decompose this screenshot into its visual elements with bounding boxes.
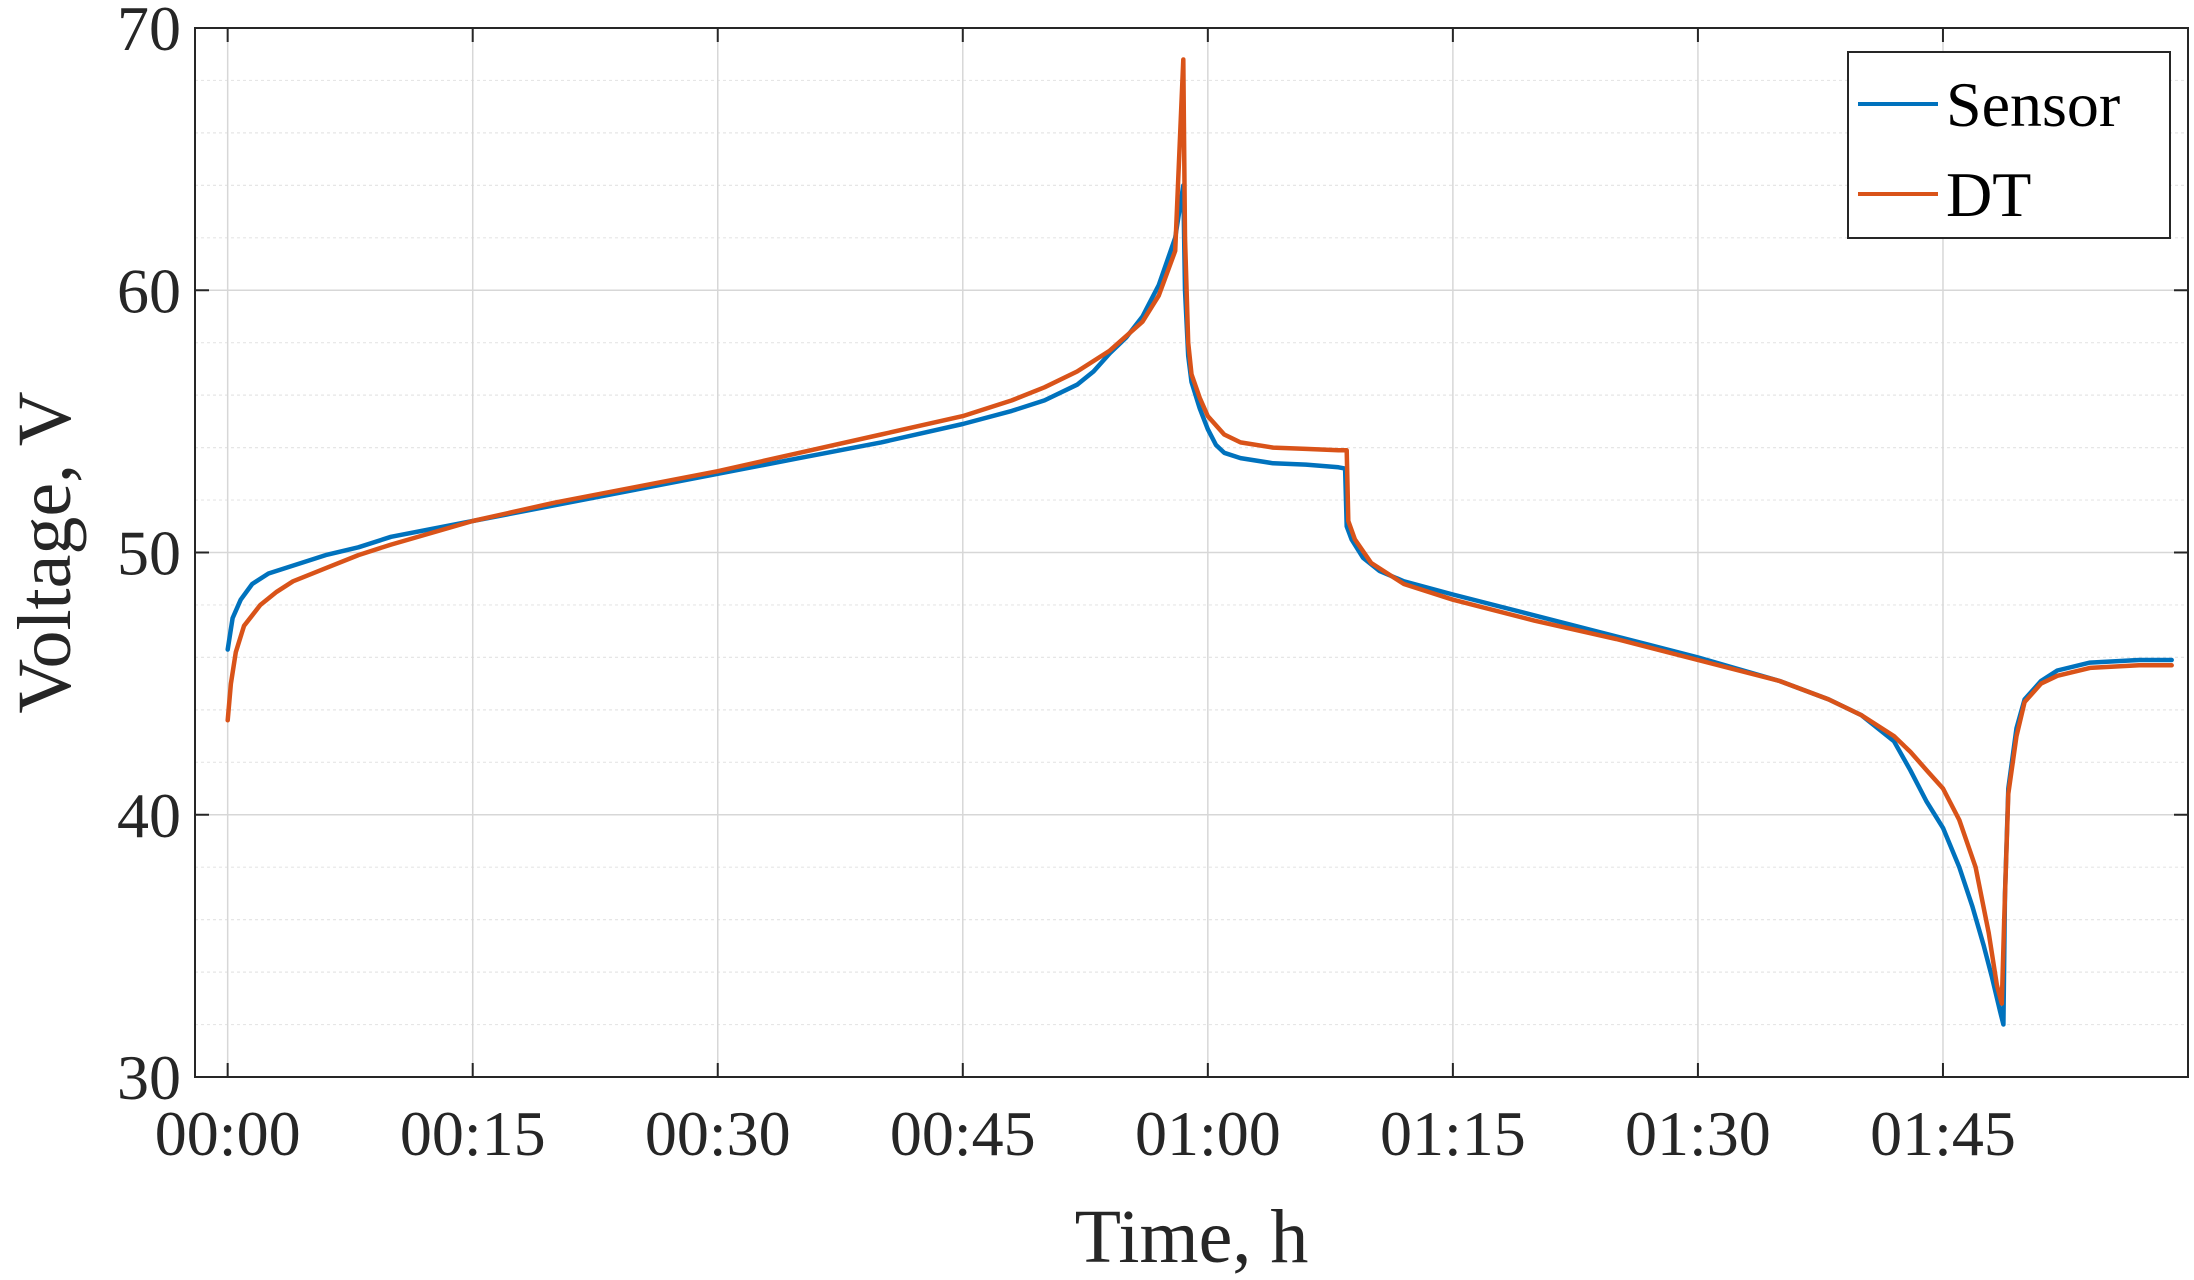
series-line-dt — [225, 57, 2174, 1006]
x-tick-label: 00:30 — [645, 1098, 791, 1169]
y-tick-label: 30 — [117, 1042, 181, 1113]
y-axis-title: Voltage, V — [3, 391, 87, 713]
series-layer — [225, 57, 2174, 1027]
legend-label-dt: DT — [1946, 159, 2031, 230]
x-tick-label: 00:00 — [155, 1098, 301, 1169]
x-tick-label: 01:45 — [1870, 1098, 2016, 1169]
x-tick-label: 00:15 — [400, 1098, 546, 1169]
legend-label-sensor: Sensor — [1946, 69, 2120, 140]
x-tick-label: 01:15 — [1380, 1098, 1526, 1169]
legend-box — [1847, 51, 2171, 239]
x-tick-label: 00:45 — [890, 1098, 1036, 1169]
minor-grid — [195, 79, 2188, 1026]
series-line-sensor — [225, 183, 2174, 1027]
legend: Sensor DT — [1847, 51, 2171, 239]
y-tick-label: 50 — [117, 518, 181, 589]
x-tick-label: 01:00 — [1135, 1098, 1281, 1169]
x-axis-ticks: 00:00 00:15 00:30 00:45 01:00 01:15 01:30 01:45 — [155, 28, 2016, 1169]
x-axis-title: Time, h — [1075, 1195, 1309, 1279]
y-tick-label: 70 — [117, 0, 181, 64]
x-tick-label: 01:30 — [1625, 1098, 1771, 1169]
y-tick-label: 40 — [117, 780, 181, 851]
y-tick-label: 60 — [117, 255, 181, 326]
y-axis-ticks: 30 40 50 60 70 — [117, 0, 2188, 1113]
